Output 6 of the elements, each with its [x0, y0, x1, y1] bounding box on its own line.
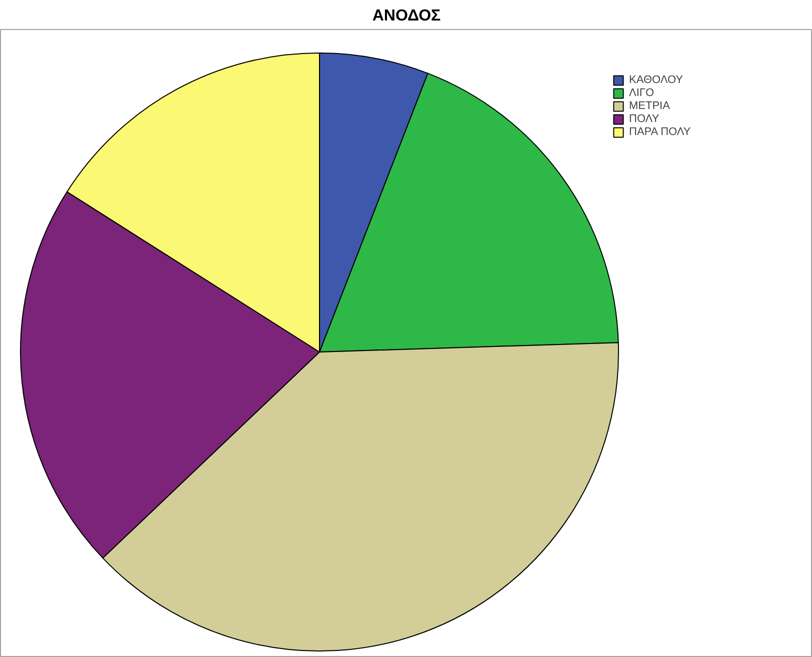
legend-label: ΠΑΡΑ ΠΟΛΥ	[629, 126, 691, 138]
legend-label: ΠΟΛΥ	[629, 113, 660, 125]
chart-title: ΑΝΟΔΟΣ	[372, 8, 442, 24]
legend-label: ΛΙΓΟ	[629, 87, 654, 99]
legend-label: ΜΕΤΡΙΑ	[629, 100, 670, 112]
legend-label: ΚΑΘΟΛΟΥ	[629, 74, 684, 86]
